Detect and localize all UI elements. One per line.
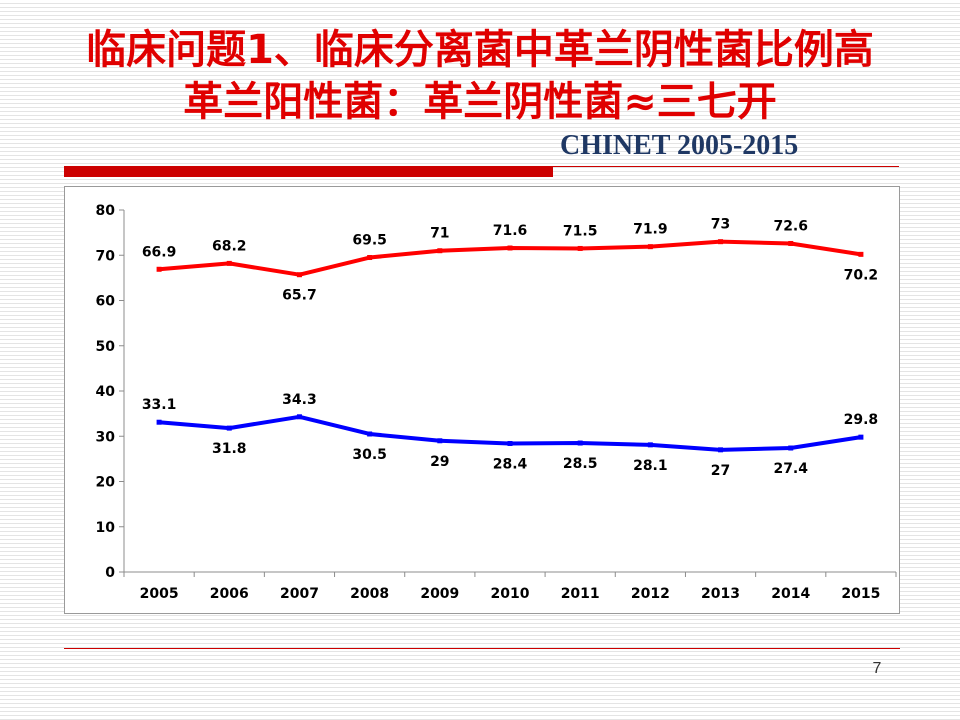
y-tick-label: 40 bbox=[96, 384, 116, 400]
data-label: 65.7 bbox=[282, 288, 317, 304]
x-tick-label: 2010 bbox=[491, 586, 530, 602]
data-point bbox=[437, 248, 443, 254]
data-label: 34.3 bbox=[282, 392, 317, 408]
y-tick-label: 0 bbox=[105, 565, 115, 581]
y-tick-label: 50 bbox=[96, 339, 116, 355]
x-tick-label: 2012 bbox=[631, 586, 670, 602]
x-tick-label: 2007 bbox=[280, 586, 319, 602]
data-label: 71.5 bbox=[563, 223, 598, 239]
data-label: 27 bbox=[711, 463, 730, 479]
data-point bbox=[156, 419, 162, 425]
slide-title-line-1: 临床问题1、临床分离菌中革兰阴性菌比例高 bbox=[86, 27, 874, 73]
data-point bbox=[577, 245, 583, 251]
data-label: 72.6 bbox=[773, 218, 808, 234]
data-point bbox=[507, 440, 513, 446]
data-label: 28.1 bbox=[633, 458, 668, 474]
data-point bbox=[788, 240, 794, 246]
x-tick-label: 2014 bbox=[771, 586, 810, 602]
data-label: 71 bbox=[430, 226, 449, 242]
data-label: 73 bbox=[711, 217, 730, 233]
x-tick-label: 2011 bbox=[561, 586, 600, 602]
y-tick-label: 80 bbox=[96, 203, 116, 219]
line-chart: 0 10 20 30 40 50 60 70 80 2005 2006 2007 2008 2009 201… bbox=[96, 203, 897, 602]
data-label: 70.2 bbox=[844, 267, 879, 283]
data-point bbox=[647, 244, 653, 250]
x-tick-label: 2006 bbox=[210, 586, 249, 602]
slide-title-line-2: 革兰阳性菌：革兰阴性菌≈三七开 bbox=[183, 79, 777, 125]
data-label: 27.4 bbox=[773, 461, 808, 477]
data-label: 71.6 bbox=[493, 223, 528, 239]
data-point bbox=[718, 447, 724, 453]
data-label: 68.2 bbox=[212, 238, 247, 254]
data-point bbox=[226, 425, 232, 431]
data-label: 29.8 bbox=[844, 412, 879, 428]
data-point bbox=[367, 431, 373, 437]
x-tick-label: 2013 bbox=[701, 586, 740, 602]
chart-panel: 0 10 20 30 40 50 60 70 80 2005 2006 2007 2008 2009 201… bbox=[64, 186, 900, 614]
data-point bbox=[788, 445, 794, 451]
data-point bbox=[296, 272, 302, 278]
data-label: 28.5 bbox=[563, 456, 598, 472]
x-tick-label: 2005 bbox=[140, 586, 179, 602]
data-point bbox=[858, 251, 864, 257]
data-point bbox=[577, 440, 583, 446]
data-label: 29 bbox=[430, 454, 449, 470]
data-label: 69.5 bbox=[352, 233, 387, 249]
data-label: 71.9 bbox=[633, 222, 668, 238]
data-point bbox=[718, 239, 724, 245]
data-label: 66.9 bbox=[142, 244, 177, 260]
page-number: 7 bbox=[872, 660, 882, 677]
data-label: 31.8 bbox=[212, 441, 247, 457]
x-tick-label: 2008 bbox=[350, 586, 389, 602]
x-tick-label: 2015 bbox=[841, 586, 880, 602]
data-point bbox=[226, 260, 232, 266]
data-point bbox=[858, 434, 864, 440]
accent-bar bbox=[64, 166, 553, 177]
y-tick-label: 60 bbox=[96, 294, 116, 310]
data-point bbox=[367, 255, 373, 261]
y-tick-label: 20 bbox=[96, 475, 116, 491]
data-label: 28.4 bbox=[493, 456, 528, 472]
data-label: 33.1 bbox=[142, 397, 177, 413]
data-point bbox=[507, 245, 513, 251]
x-tick-label: 2009 bbox=[420, 586, 459, 602]
data-label: 30.5 bbox=[352, 447, 387, 463]
y-tick-label: 30 bbox=[96, 429, 116, 445]
y-tick-label: 10 bbox=[96, 520, 116, 536]
data-point bbox=[296, 414, 302, 420]
slide-subtitle: CHINET 2005-2015 bbox=[560, 130, 799, 161]
top-divider bbox=[553, 166, 899, 167]
data-point bbox=[647, 442, 653, 448]
data-point bbox=[156, 266, 162, 272]
y-tick-label: 70 bbox=[96, 248, 116, 264]
bottom-divider bbox=[64, 648, 900, 649]
data-point bbox=[437, 438, 443, 444]
